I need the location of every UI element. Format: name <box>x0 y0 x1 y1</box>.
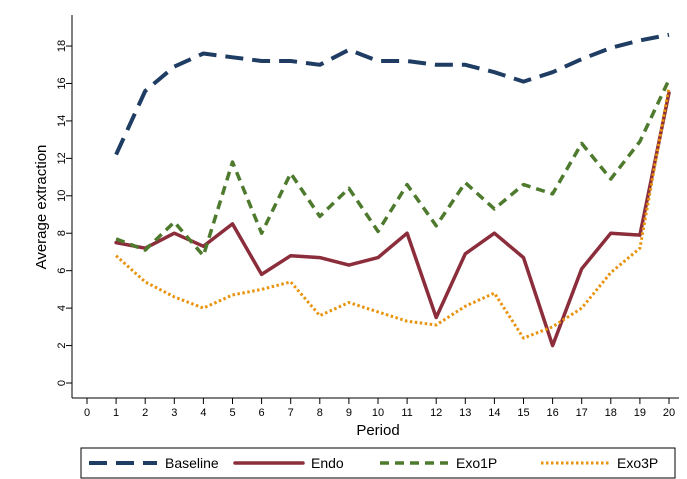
x-tick-label: 0 <box>84 407 90 419</box>
x-tick-label: 2 <box>142 407 148 419</box>
x-tick-label: 13 <box>459 407 471 419</box>
y-axis-ticks: 0 2 4 6 8 10 12 14 16 18 <box>56 40 72 386</box>
x-tick-label: 10 <box>372 407 384 419</box>
x-tick-label: 8 <box>317 407 323 419</box>
x-axis-title: Period <box>356 422 399 439</box>
x-tick-label: 15 <box>517 407 529 419</box>
series-line-baseline <box>114 32 670 156</box>
x-axis-ticks: 0 1 2 3 4 5 6 7 8 9 10 11 12 13 14 15 16 17 18 19 20 <box>84 398 675 419</box>
x-tick-label: 6 <box>259 407 265 419</box>
x-tick-label: 1 <box>113 407 119 419</box>
x-tick-label: 7 <box>288 407 294 419</box>
series-line-exo3p <box>115 86 671 340</box>
x-tick-label: 19 <box>634 407 646 419</box>
y-tick-label: 16 <box>56 77 68 89</box>
x-tick-label: 16 <box>546 407 558 419</box>
y-tick-label: 4 <box>56 305 68 311</box>
legend-label-endo: Endo <box>311 455 344 471</box>
x-tick-label: 20 <box>663 407 675 419</box>
series-line-exo1p <box>115 78 671 258</box>
series-line-endo <box>114 91 671 348</box>
legend-label-baseline: Baseline <box>165 455 219 471</box>
x-tick-label: 5 <box>229 407 235 419</box>
x-tick-label: 18 <box>605 407 617 419</box>
y-tick-label: 12 <box>56 152 68 164</box>
x-tick-label: 9 <box>346 407 352 419</box>
x-tick-label: 11 <box>401 407 412 419</box>
legend: Baseline Endo Exo1P Exo3P <box>80 447 676 479</box>
y-tick-label: 2 <box>56 342 68 348</box>
y-tick-label: 18 <box>56 40 68 52</box>
y-tick-label: 10 <box>56 190 68 202</box>
y-tick-label: 8 <box>56 230 68 236</box>
y-axis-title: Average extraction <box>33 145 50 270</box>
x-tick-label: 4 <box>200 407 206 419</box>
x-tick-label: 14 <box>488 407 500 419</box>
y-tick-label: 0 <box>56 380 68 386</box>
y-tick-label: 6 <box>56 268 68 274</box>
legend-label-exo3p: Exo3P <box>617 455 658 471</box>
x-tick-label: 3 <box>171 407 177 419</box>
x-tick-label: 12 <box>430 407 442 419</box>
series-layer <box>114 32 671 348</box>
y-tick-label: 14 <box>56 115 68 127</box>
x-tick-label: 17 <box>576 407 588 419</box>
legend-label-exo1p: Exo1P <box>456 455 497 471</box>
